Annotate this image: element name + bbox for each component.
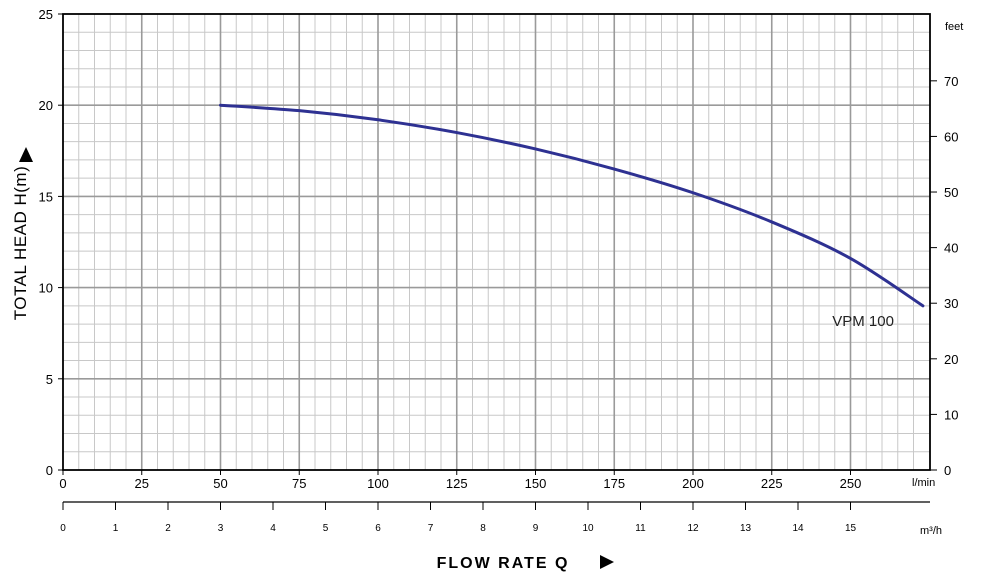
x-tick-label: 50 — [213, 476, 227, 491]
y2-tick-label: 10 — [944, 407, 958, 422]
x-tick-label: 100 — [367, 476, 389, 491]
x-tick-label: 225 — [761, 476, 783, 491]
x2-tick-label: 13 — [740, 523, 752, 534]
y2-tick-label: 0 — [944, 463, 951, 478]
x2-tick-label: 8 — [480, 523, 486, 534]
series-layer: VPM 100 — [219, 103, 925, 330]
x2-tick-label: 6 — [375, 523, 381, 534]
x2-tick-label: 1 — [113, 523, 119, 534]
x-tick-label: 0 — [59, 476, 66, 491]
y-tick-label: 5 — [46, 372, 53, 387]
x2-tick-label: 5 — [323, 523, 329, 534]
y2-tick-label: 40 — [944, 241, 958, 256]
x2-tick-label: 10 — [582, 523, 594, 534]
y2-tick-label: 60 — [944, 129, 958, 144]
series-line-vpm-100 — [219, 103, 925, 308]
y-tick-label: 0 — [46, 463, 53, 478]
y-axis-label: TOTAL HEAD H(m) — [11, 166, 30, 321]
x2-tick-label: 15 — [845, 523, 857, 534]
x-axis-arrow-icon — [600, 555, 614, 569]
y-tick-label: 25 — [39, 7, 53, 22]
x2-tick-label: 4 — [270, 523, 276, 534]
y-tick-label: 10 — [39, 281, 53, 296]
x2-unit-label: m³/h — [920, 525, 942, 537]
y2-tick-label: 70 — [944, 74, 958, 89]
x-tick-label: 150 — [525, 476, 547, 491]
x2-tick-label: 14 — [792, 523, 804, 534]
x-tick-label: 200 — [682, 476, 704, 491]
x2-tick-label: 11 — [635, 523, 646, 534]
x-tick-label: 175 — [603, 476, 625, 491]
minor-grid — [63, 14, 930, 470]
series-label: VPM 100 — [832, 313, 894, 330]
axes — [58, 13, 937, 510]
x2-tick-label: 3 — [218, 523, 224, 534]
x-axis-label: FLOW RATE Q — [437, 555, 570, 572]
x-unit-label: l/min — [912, 477, 935, 489]
major-grid — [63, 14, 930, 470]
plot-frame — [62, 13, 931, 471]
x2-tick-label: 9 — [533, 523, 539, 534]
x2-tick-label: 2 — [165, 523, 171, 534]
y2-tick-label: 30 — [944, 296, 958, 311]
y-tick-label: 20 — [39, 98, 53, 113]
x-tick-label: 25 — [135, 476, 149, 491]
x-tick-label: 125 — [446, 476, 468, 491]
y2-tick-label: 50 — [944, 185, 958, 200]
x2-tick-label: 7 — [428, 523, 434, 534]
x2-tick-label: 12 — [687, 523, 699, 534]
x-tick-label: 250 — [840, 476, 862, 491]
x-tick-label: 75 — [292, 476, 306, 491]
x2-tick-label: 0 — [60, 523, 66, 534]
y-axis-arrow-icon — [19, 147, 33, 162]
y-tick-label: 15 — [39, 189, 53, 204]
y2-tick-label: 20 — [944, 352, 958, 367]
y2-unit-label: feet — [945, 21, 963, 33]
